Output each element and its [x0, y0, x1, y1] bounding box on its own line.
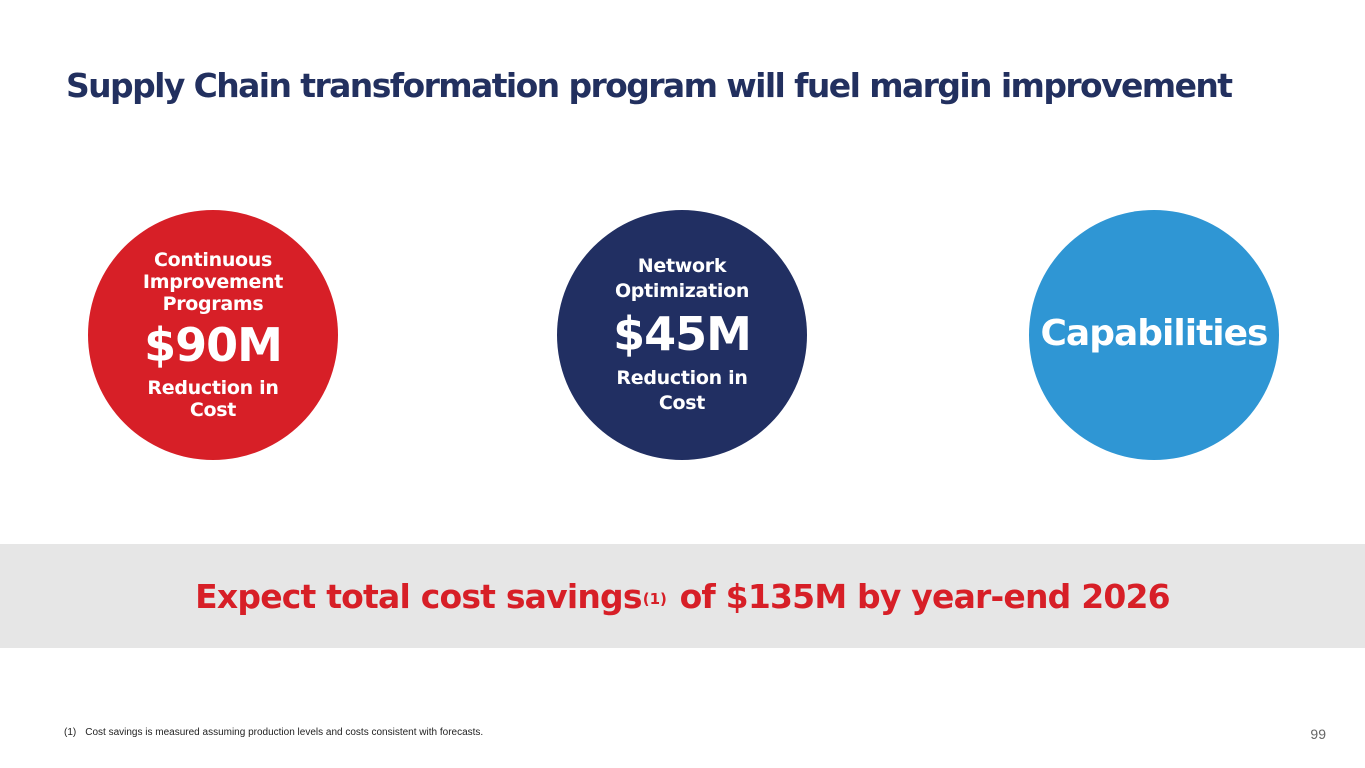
savings-statement: Expect total cost savings(1) of $135M by… — [195, 576, 1171, 616]
footnote: (1) Cost savings is measured assuming pro… — [64, 727, 483, 738]
footnote-marker: (1) — [64, 727, 77, 738]
circle-label: Capabilities — [1040, 312, 1269, 354]
savings-banner: Expect total cost savings(1) of $135M by… — [0, 544, 1365, 648]
circle-top-label: Continuous Improvement Programs — [142, 249, 284, 315]
capabilities-circle: Capabilities — [1029, 210, 1279, 460]
circle-top-label: Network Optimization — [614, 255, 750, 302]
circle-amount: $45M — [613, 307, 752, 361]
page-number: 99 — [1310, 726, 1326, 742]
slide-title: Supply Chain transformation program will… — [66, 66, 1233, 105]
network-optimization-circle: Network Optimization $45M Reduction in C… — [557, 210, 807, 460]
circle-amount: $90M — [144, 318, 283, 372]
circle-bottom-label: Reduction in Cost — [616, 367, 748, 414]
continuous-improvement-circle: Continuous Improvement Programs $90M Red… — [88, 210, 338, 460]
circle-bottom-label: Reduction in Cost — [147, 377, 279, 421]
footnote-reference: (1) — [642, 589, 667, 608]
footnote-text: Cost savings is measured assuming produc… — [85, 727, 484, 738]
savings-text-end: of $135M by year-end 2026 — [668, 576, 1171, 616]
savings-text-start: Expect total cost savings — [195, 576, 642, 616]
